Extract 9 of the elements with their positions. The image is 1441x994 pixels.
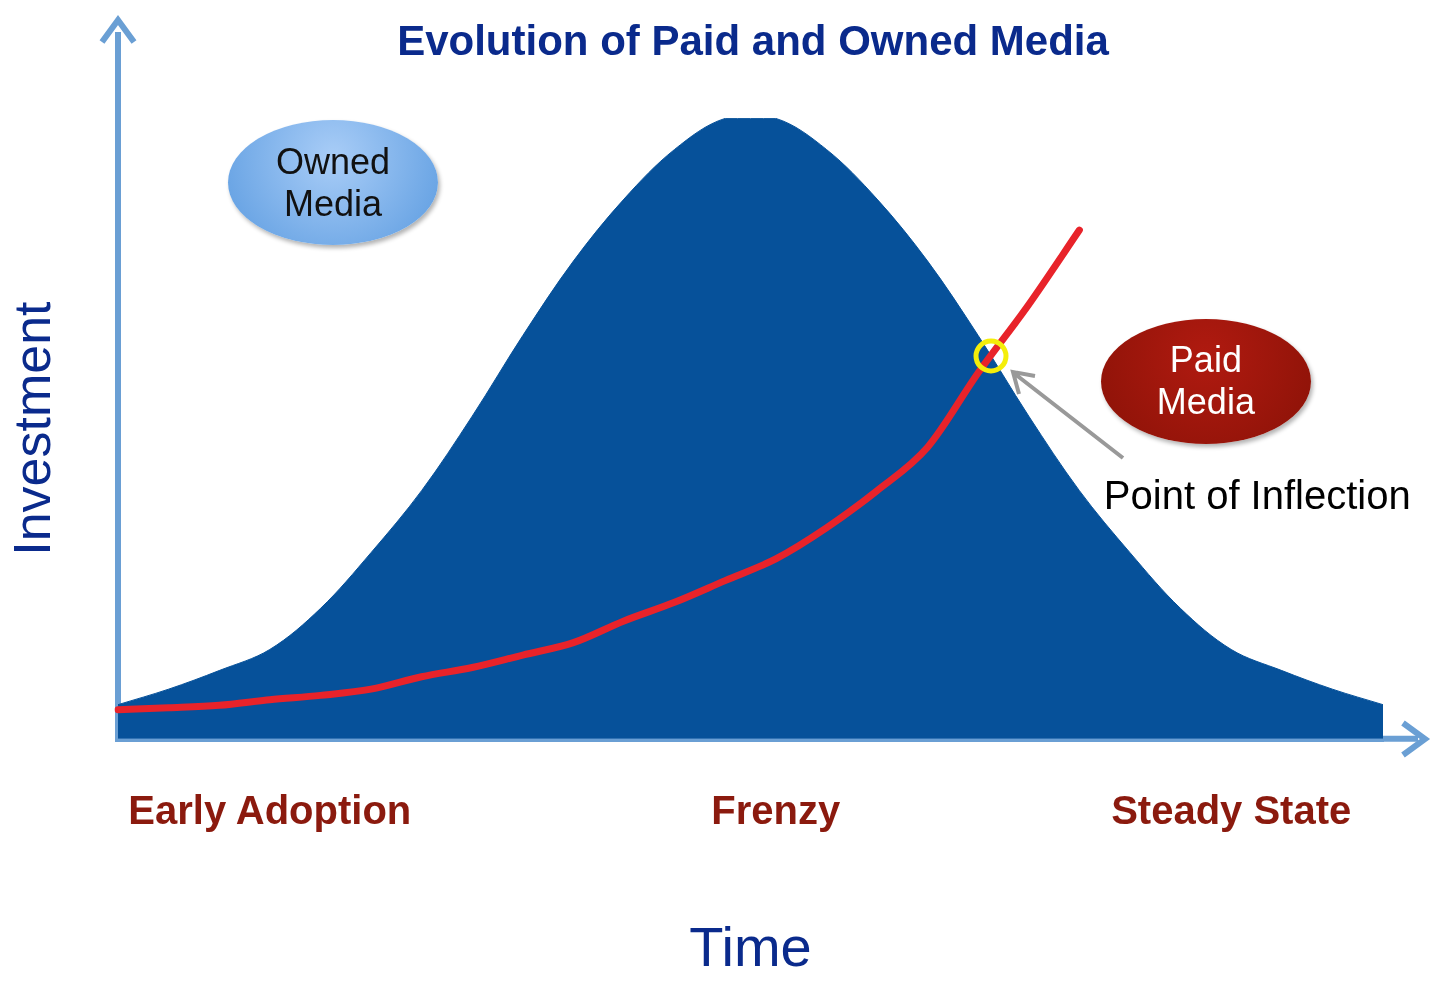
x-axis-title: Time xyxy=(689,914,812,978)
y-axis-title: Investment xyxy=(3,300,62,556)
x-tick-label: Early Adoption xyxy=(128,787,412,832)
annotation: Point of Inflection xyxy=(1103,472,1411,517)
text: Owned Media xyxy=(275,140,392,225)
x-tick-label: Frenzy xyxy=(711,787,842,832)
x-tick-label: Steady State xyxy=(1111,787,1352,832)
chart-title: Evolution of Paid and Owned Media xyxy=(397,16,1110,64)
text: Paid Media xyxy=(1155,339,1256,424)
